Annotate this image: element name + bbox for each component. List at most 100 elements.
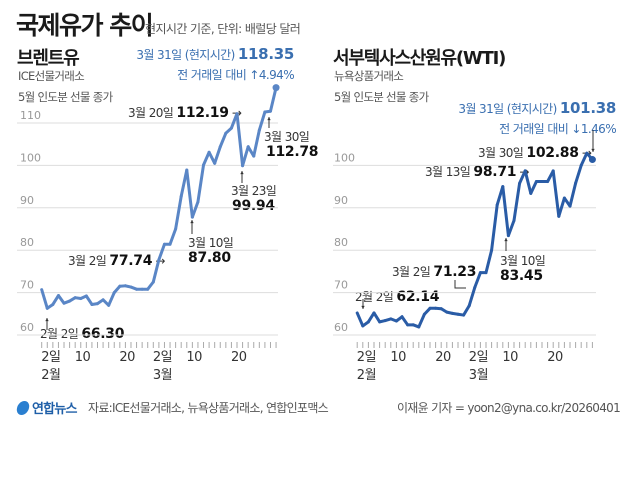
page-title: 국제유가 추이 bbox=[16, 11, 154, 40]
brent-line-segment bbox=[151, 258, 161, 284]
brent-latest: 3월 31일 (현지시간) 118.35 bbox=[136, 45, 294, 63]
brent-mar30-arrow-icon-head bbox=[267, 117, 271, 121]
wti-line-segment bbox=[467, 285, 477, 308]
brent-ytick-label: 100 bbox=[20, 151, 41, 164]
wti-line-segment bbox=[512, 181, 522, 223]
wti-change: 전 거래일 대비 ↓1.46% bbox=[499, 122, 616, 136]
brent-ytick-label: 110 bbox=[20, 109, 41, 122]
yonhap-logo-icon bbox=[15, 400, 31, 415]
brent-line-segment bbox=[235, 112, 245, 168]
brent-annotation-mar10-date: 3월 10일 bbox=[188, 236, 234, 250]
brent-mar10-arrow-icon-head bbox=[190, 220, 194, 224]
wti-line-segment bbox=[366, 311, 376, 324]
brent-line-segment bbox=[185, 168, 194, 219]
credit-text: 이재윤 기자 = yoon2@yna.co.kr/20260401 bbox=[396, 401, 621, 415]
wti-line-segment bbox=[551, 169, 561, 218]
wti-line-segment bbox=[506, 219, 516, 238]
brent-line-segment bbox=[56, 294, 66, 305]
brent-exchange: ICE선물거래소 bbox=[18, 69, 85, 83]
brent-line-segment bbox=[257, 110, 267, 132]
brent-line-segment bbox=[107, 291, 116, 307]
brent-line-segment bbox=[218, 131, 228, 149]
wti-line-segment bbox=[372, 311, 382, 324]
wti-line-segment bbox=[574, 163, 583, 185]
wti-latest-arrow-icon-head bbox=[591, 148, 595, 152]
brent-line-segment bbox=[168, 227, 178, 246]
wti-ytick-label: 70 bbox=[334, 279, 348, 292]
wti-mar10-arrow-icon-head bbox=[504, 238, 508, 242]
brent-annotation-feb2: 2월 2일 66.30 bbox=[40, 326, 125, 342]
wti-annotation-mar2: 3월 2일 71.23 bbox=[392, 264, 477, 280]
brent-line-segment bbox=[40, 288, 49, 310]
brent-latest-point bbox=[272, 84, 280, 92]
wti-line-segment bbox=[484, 248, 494, 275]
brent-ytick-label: 80 bbox=[20, 236, 34, 249]
page-subtitle: 현지시간 기준, 단위: 배럴당 달러 bbox=[145, 22, 301, 36]
wti-annotation-mar10-value: 83.45 bbox=[500, 268, 543, 284]
brent-xtick-label: 20 bbox=[119, 350, 135, 365]
wti-xtick-label: 2일 bbox=[469, 350, 488, 365]
wti-line-segment bbox=[529, 180, 538, 195]
brent-xtick-label: 2일 bbox=[41, 350, 60, 365]
brent-line-segment bbox=[146, 280, 155, 291]
brent-ytick-label: 70 bbox=[20, 279, 34, 292]
brent-line-segment bbox=[268, 86, 278, 113]
brent-change: 전 거래일 대비 ↑4.94% bbox=[177, 68, 294, 82]
wti-line-segment bbox=[462, 304, 471, 317]
brent-annotation-mar23-date: 3월 23일 bbox=[231, 184, 277, 198]
wti-line-segment bbox=[417, 312, 426, 329]
brent-line-segment bbox=[157, 242, 166, 262]
wti-xtick-label: 10 bbox=[390, 350, 406, 365]
wti-ytick-label: 100 bbox=[334, 151, 355, 164]
wti-line-segment bbox=[490, 203, 499, 252]
wti-latest-point bbox=[588, 156, 596, 164]
wti-xtick-label: 10 bbox=[502, 350, 518, 365]
wti-mar2-arrow-icon bbox=[454, 280, 466, 289]
brent-xtick-label: 2일 bbox=[153, 350, 172, 365]
brent-line-segment bbox=[174, 194, 183, 231]
brent-annotation-mar2: 3월 2일 77.74 → bbox=[68, 253, 165, 269]
brent-line-segment bbox=[196, 163, 206, 204]
wti-title: 서부텍사스산원유(WTI) bbox=[333, 48, 506, 69]
brent-ytick-label: 60 bbox=[20, 321, 34, 334]
wti-ytick-label: 60 bbox=[334, 321, 348, 334]
brent-month-label: 2월 bbox=[41, 368, 60, 383]
source-text: 자료:ICE선물거래소, 뉴욕상품거래소, 연합인포맥스 bbox=[88, 401, 329, 415]
wti-exchange: 뉴욕상품거래소 bbox=[334, 69, 404, 83]
brent-annotation-mar30-date: 3월 30일 bbox=[264, 130, 310, 144]
wti-month-label: 3월 bbox=[469, 368, 488, 383]
brent-xtick-label: 20 bbox=[231, 350, 247, 365]
wti-xtick-label: 20 bbox=[435, 350, 451, 365]
wti-latest: 3월 31일 (현지시간) 101.38 bbox=[458, 99, 616, 117]
wti-ytick-label: 90 bbox=[334, 194, 348, 207]
brent-mar23-arrow-icon-head bbox=[240, 171, 244, 175]
brent-annotation-mar23-value: 99.94 bbox=[232, 198, 275, 214]
brent-annotation-mar10-value: 87.80 bbox=[188, 250, 231, 266]
wti-line-segment bbox=[355, 311, 365, 328]
brent-feb2-arrow-icon-head bbox=[45, 318, 49, 322]
wti-line-segment bbox=[557, 196, 566, 218]
brent-xtick-label: 10 bbox=[75, 350, 91, 365]
brent-line-segment bbox=[241, 145, 250, 168]
yonhap-logo: 연합뉴스 bbox=[15, 398, 77, 417]
wti-line-segment bbox=[400, 315, 410, 327]
brent-line-segment bbox=[252, 128, 261, 158]
brent-contract: 5월 인도분 선물 종가 bbox=[18, 90, 113, 104]
brent-line-segment bbox=[84, 294, 94, 306]
wti-month-label: 2월 bbox=[357, 368, 376, 383]
wti-line-segment bbox=[579, 151, 589, 167]
wti-line-segment bbox=[501, 185, 510, 238]
wti-xtick-label: 20 bbox=[547, 350, 563, 365]
brent-title: 브렌트유 bbox=[17, 48, 80, 69]
wti-annotation-mar10-date: 3월 10일 bbox=[500, 254, 546, 268]
wti-line-segment bbox=[473, 271, 482, 289]
brent-line-segment bbox=[202, 150, 211, 167]
wti-xtick-label: 2일 bbox=[357, 350, 376, 365]
brent-annotation-mar30-value: 112.78 bbox=[266, 144, 319, 160]
wti-contract: 5월 인도분 선물 종가 bbox=[334, 90, 429, 104]
brent-month-label: 3월 bbox=[153, 368, 172, 383]
wti-line-segment bbox=[523, 169, 533, 195]
brent-line-segment bbox=[51, 294, 60, 306]
brent-xtick-label: 10 bbox=[186, 350, 202, 365]
